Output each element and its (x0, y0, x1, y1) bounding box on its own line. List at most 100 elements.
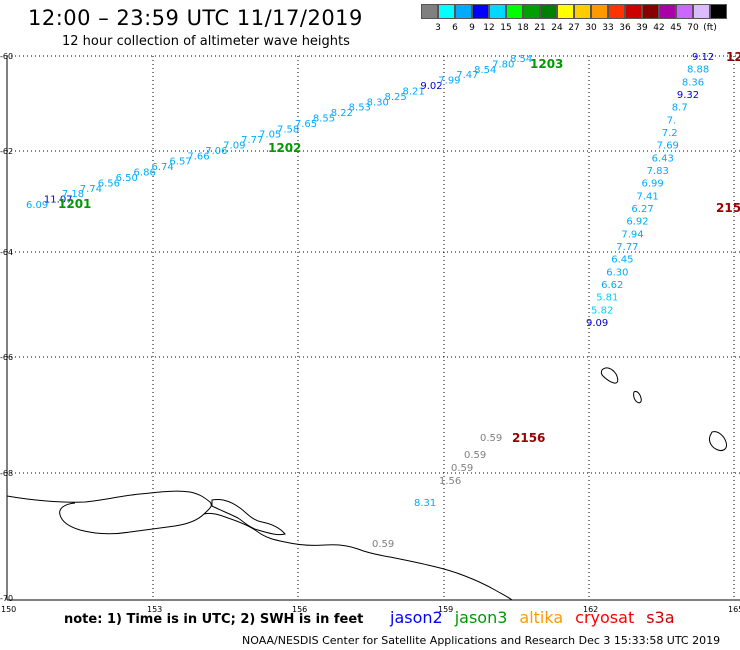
legend-swatch (421, 4, 438, 19)
longitude-tick-label: 156 (292, 605, 307, 614)
legend-label: 39 (636, 23, 648, 33)
wave-height-value: 7.06 (205, 146, 227, 157)
wave-height-value: 6.62 (601, 280, 623, 291)
wave-height-value: 7.83 (647, 166, 669, 177)
coastline-inlet (211, 499, 286, 536)
latitude-tick-label: -62 (0, 147, 13, 156)
wave-height-value: 8.36 (682, 77, 704, 88)
legend-label: 27 (568, 23, 580, 33)
wave-height-value: 7.94 (621, 229, 643, 240)
wave-height-value: 8.21 (402, 86, 424, 97)
longitude-tick-label: 150 (1, 605, 16, 614)
legend-label: 36 (619, 23, 631, 33)
legend-swatch (659, 4, 676, 19)
wave-height-value: 9.32 (677, 90, 699, 101)
wave-height-value: 6.86 (134, 168, 156, 179)
wave-height-value: 7.66 (187, 151, 209, 162)
wave-height-value: 7.41 (636, 191, 658, 202)
wave-height-value: 7.74 (80, 184, 102, 195)
legend-label: 9 (469, 23, 475, 33)
wave-height-value: 0.59 (464, 450, 486, 461)
wave-height-value: 0.59 (451, 463, 473, 474)
legend-swatch (472, 4, 489, 19)
wave-height-value: 8.31 (414, 498, 436, 509)
wave-height-value: 6.74 (151, 162, 173, 173)
wave-height-readings: 6.0911.077.187.746.566.506.866.746.577.6… (26, 52, 714, 550)
wave-height-value: 5.82 (591, 305, 613, 316)
wave-height-value: 0.59 (480, 433, 502, 444)
pass-time-labels: 1201 1202 1203 2156 215 12 (58, 50, 740, 445)
wave-height-value: 7.2 (662, 128, 678, 139)
wave-height-value: 6.45 (611, 255, 633, 266)
wave-height-value: 6.30 (606, 267, 628, 278)
satellite-label: jason3 (454, 608, 508, 627)
legend-label: 30 (585, 23, 597, 33)
latitude-tick-label: -64 (0, 248, 13, 257)
legend-label: 33 (602, 23, 614, 33)
legend-swatch (574, 4, 591, 19)
satellite-legend: jason2 jason3 altika cryosat s3a (390, 608, 687, 627)
wave-height-value: 6.27 (631, 204, 653, 215)
pass-time-label: 1203 (530, 57, 563, 71)
wave-height-value: 7.18 (62, 189, 84, 200)
wave-height-value: 7.77 (616, 242, 638, 253)
legend-swatch (540, 4, 557, 19)
wave-height-value: 7. (667, 115, 677, 126)
wave-height-value: 8.22 (331, 108, 353, 119)
longitude-tick-label: 159 (438, 605, 453, 614)
wave-height-value: 6.43 (652, 153, 674, 164)
wave-height-value: 6.09 (26, 200, 48, 211)
latitude-tick-label: -60 (0, 52, 13, 61)
legend-label: 70 (687, 23, 699, 33)
legend-label: 45 (670, 23, 682, 33)
legend-label: 18 (517, 23, 529, 33)
wave-height-value: 7.80 (492, 59, 514, 70)
island-2 (633, 391, 642, 404)
legend-swatch (455, 4, 472, 19)
longitude-tick-label: 165 (728, 605, 740, 614)
wave-height-value: 0.59 (372, 539, 394, 550)
legend-label: 3 (435, 23, 441, 33)
wave-height-value: 9.09 (586, 318, 608, 329)
legend-label: (ft) (703, 23, 717, 33)
longitude-tick-label: 153 (147, 605, 162, 614)
wave-height-value: 8.55 (313, 113, 335, 124)
wave-height-value: 5.81 (596, 293, 618, 304)
legend-swatch (608, 4, 625, 19)
legend-swatch (489, 4, 506, 19)
pass-time-label: 1201 (58, 197, 91, 211)
legend-swatch (506, 4, 523, 19)
longitude-tick-label: 162 (583, 605, 598, 614)
satellite-label: cryosat (575, 608, 635, 627)
satellite-label: s3a (646, 608, 675, 627)
graticule (7, 55, 740, 600)
wave-height-value: 11.07 (44, 195, 73, 206)
pass-time-label: 215 (716, 201, 740, 215)
legend-label: 21 (534, 23, 546, 33)
footer-note: note: 1) Time is in UTC; 2) SWH is in fe… (64, 612, 364, 627)
satellite-label: jason2 (390, 608, 443, 627)
wave-height-value: 7.58 (277, 124, 299, 135)
pass-time-label: 1202 (268, 141, 301, 155)
wave-height-value: 8.54 (510, 54, 532, 65)
wave-height-value: 7.05 (259, 130, 281, 141)
wave-height-value: 7.47 (456, 70, 478, 81)
wave-height-value: 8.54 (474, 65, 496, 76)
wave-height-value: 7.77 (241, 135, 263, 146)
wave-height-value: 8.25 (385, 92, 407, 103)
legend-swatch (710, 4, 727, 19)
legend-swatch (693, 4, 710, 19)
pass-time-label: 12 (726, 50, 740, 64)
wave-height-value: 6.56 (98, 178, 120, 189)
wave-height-value: 7.09 (223, 141, 245, 152)
legend-swatch (625, 4, 642, 19)
axis-tick-labels: -60 -62 -64 -66 -68 -70 150 153 156 159 162 165 (0, 52, 740, 614)
wave-height-value: 6.57 (169, 157, 191, 168)
legend-label: 6 (452, 23, 458, 33)
satellite-label: altika (519, 608, 564, 627)
legend-label: 42 (653, 23, 665, 33)
wave-height-value: 9.12 (692, 52, 714, 63)
latitude-tick-label: -66 (0, 353, 13, 362)
pass-time-label: 2156 (512, 431, 545, 445)
